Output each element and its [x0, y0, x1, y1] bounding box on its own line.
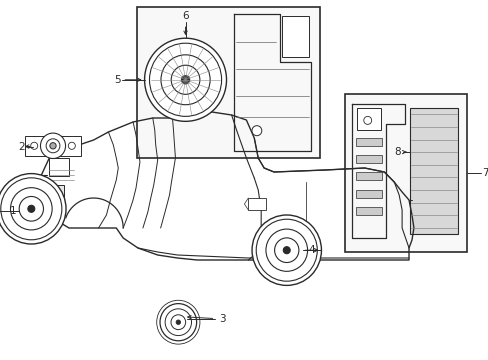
Circle shape — [171, 315, 185, 330]
Circle shape — [0, 174, 66, 244]
Bar — [49, 158, 69, 176]
Bar — [355, 155, 382, 163]
Bar — [355, 207, 382, 215]
Text: 4: 4 — [308, 245, 314, 255]
Circle shape — [165, 309, 191, 336]
Text: 2: 2 — [18, 141, 25, 152]
Text: 3: 3 — [219, 314, 225, 324]
Circle shape — [41, 133, 65, 158]
Bar — [285, 220, 303, 227]
Circle shape — [171, 65, 200, 94]
Bar — [344, 94, 467, 252]
Circle shape — [68, 142, 75, 149]
Circle shape — [31, 142, 38, 149]
Bar — [356, 108, 380, 130]
Circle shape — [274, 238, 298, 262]
Circle shape — [251, 215, 321, 285]
Circle shape — [256, 219, 317, 281]
Circle shape — [283, 247, 290, 254]
Circle shape — [363, 116, 371, 125]
Circle shape — [19, 197, 43, 221]
Bar — [355, 172, 382, 180]
Bar — [355, 190, 382, 198]
Circle shape — [10, 188, 52, 230]
Circle shape — [46, 139, 60, 153]
Circle shape — [144, 38, 226, 121]
Bar — [46, 185, 64, 213]
Bar — [25, 136, 81, 156]
Circle shape — [251, 126, 261, 136]
Circle shape — [28, 205, 35, 212]
Bar — [137, 7, 320, 158]
Text: 5: 5 — [114, 75, 120, 85]
Text: 8: 8 — [393, 147, 400, 157]
Bar — [248, 198, 265, 210]
Circle shape — [149, 43, 221, 116]
Text: 1: 1 — [10, 206, 16, 216]
Bar — [409, 108, 457, 234]
Text: 7: 7 — [482, 168, 488, 178]
Text: 6: 6 — [182, 11, 188, 21]
Bar — [355, 138, 382, 145]
Circle shape — [181, 76, 189, 84]
Circle shape — [176, 320, 180, 324]
Circle shape — [50, 143, 56, 149]
Circle shape — [1, 178, 62, 240]
Circle shape — [161, 55, 210, 105]
Circle shape — [160, 303, 196, 341]
Bar — [281, 17, 308, 58]
Circle shape — [265, 229, 307, 271]
